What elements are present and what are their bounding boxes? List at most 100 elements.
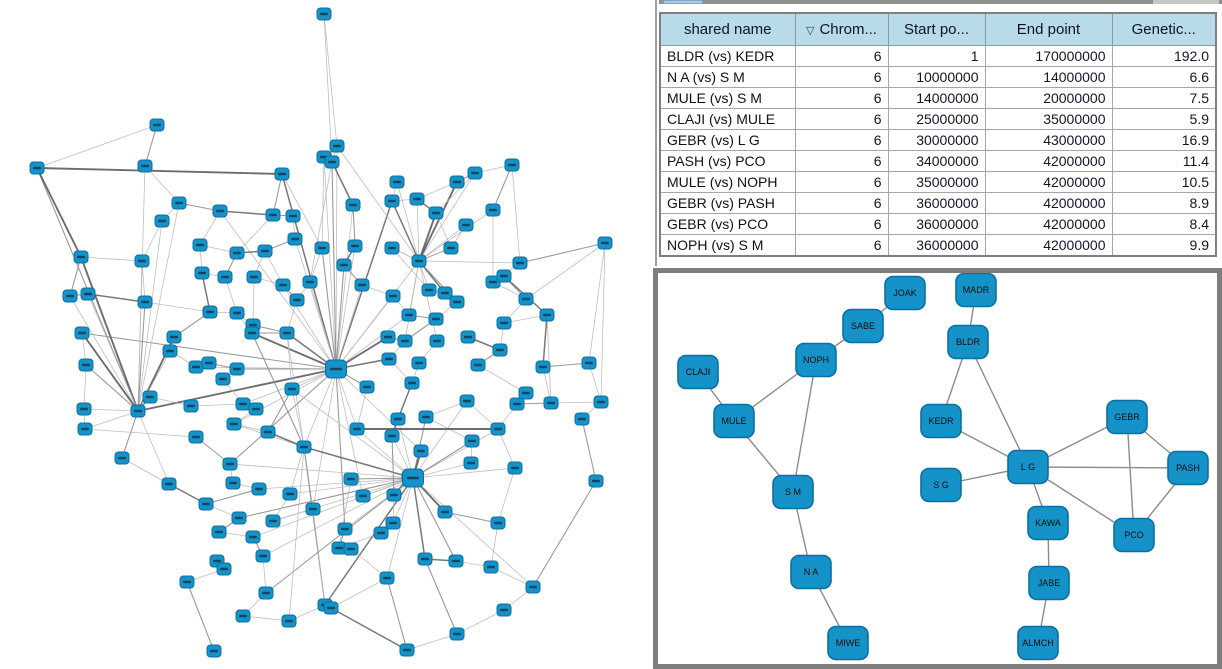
network-node[interactable] <box>217 270 233 284</box>
network-node[interactable] <box>581 356 597 370</box>
subnetwork-node-bldr[interactable]: BLDR <box>947 324 989 360</box>
network-node[interactable] <box>183 399 199 413</box>
network-node[interactable] <box>251 482 267 496</box>
subnetwork-node-jabe[interactable]: JABE <box>1028 565 1070 601</box>
network-node[interactable] <box>78 358 94 372</box>
network-node[interactable] <box>137 295 153 309</box>
network-node[interactable] <box>345 198 361 212</box>
subnetwork-node-sabe[interactable]: SABE <box>842 308 884 344</box>
network-node[interactable] <box>449 627 465 641</box>
subnetwork-node-gebr[interactable]: GEBR <box>1106 399 1148 435</box>
network-node[interactable] <box>201 356 217 370</box>
network-node[interactable] <box>449 295 465 309</box>
network-node[interactable] <box>402 468 424 488</box>
network-node[interactable] <box>154 214 170 228</box>
network-node[interactable] <box>417 552 433 566</box>
network-node[interactable] <box>260 425 276 439</box>
table-scrollbar[interactable] <box>659 0 1222 4</box>
network-node[interactable] <box>496 316 512 330</box>
network-node[interactable] <box>459 394 475 408</box>
network-node[interactable] <box>257 244 273 258</box>
network-node[interactable] <box>597 236 613 250</box>
network-node[interactable] <box>543 396 559 410</box>
network-node[interactable] <box>275 278 291 292</box>
network-node[interactable] <box>404 376 420 390</box>
network-node[interactable] <box>347 239 363 253</box>
network-node[interactable] <box>323 601 339 615</box>
network-node[interactable] <box>206 644 222 658</box>
network-node[interactable] <box>443 241 459 255</box>
table-row[interactable]: GEBR (vs) PCO 6 36000000 42000000 8.4 <box>659 213 1217 235</box>
network-node[interactable] <box>413 444 429 458</box>
network-node[interactable] <box>492 343 508 357</box>
network-node[interactable] <box>496 269 512 283</box>
network-node[interactable] <box>483 560 499 574</box>
network-node[interactable] <box>593 395 609 409</box>
network-node[interactable] <box>386 488 402 502</box>
network-node[interactable] <box>401 308 417 322</box>
network-node[interactable] <box>384 429 400 443</box>
network-node[interactable] <box>355 489 371 503</box>
network-node[interactable] <box>287 232 303 246</box>
table-row[interactable]: N A (vs) S M 6 10000000 14000000 6.6 <box>659 66 1217 88</box>
network-node[interactable] <box>192 238 208 252</box>
table-row[interactable]: MULE (vs) S M 6 14000000 20000000 7.5 <box>659 87 1217 109</box>
network-node[interactable] <box>384 241 400 255</box>
network-node[interactable] <box>373 526 389 540</box>
network-node[interactable] <box>216 562 232 576</box>
network-node[interactable] <box>80 287 96 301</box>
network-node[interactable] <box>518 292 534 306</box>
network-node[interactable] <box>74 326 90 340</box>
subnetwork-node-kawa[interactable]: KAWA <box>1027 505 1069 541</box>
network-node[interactable] <box>343 472 359 486</box>
network-node[interactable] <box>463 456 479 470</box>
column-header-endpoint[interactable]: End point <box>984 12 1113 46</box>
network-node[interactable] <box>77 422 93 436</box>
network-node[interactable] <box>212 204 228 218</box>
network-node[interactable] <box>464 434 480 448</box>
network-node[interactable] <box>316 7 332 21</box>
network-node[interactable] <box>518 386 534 400</box>
network-node[interactable] <box>226 417 242 431</box>
table-row[interactable]: NOPH (vs) S M 6 36000000 42000000 9.9 <box>659 234 1217 257</box>
dense-network-canvas[interactable] <box>0 0 655 669</box>
network-node[interactable] <box>429 334 445 348</box>
network-node[interactable] <box>73 250 89 264</box>
network-node[interactable] <box>470 358 486 372</box>
network-node[interactable] <box>389 175 405 189</box>
scrollbar-thumb-icon[interactable] <box>663 0 703 4</box>
filter-icon[interactable]: ▽ <box>806 25 815 37</box>
network-node[interactable] <box>281 614 297 628</box>
network-node[interactable] <box>343 542 359 556</box>
network-node[interactable] <box>397 334 413 348</box>
network-node[interactable] <box>285 209 301 223</box>
subnetwork-node-claji[interactable]: CLAJI <box>677 354 719 390</box>
network-node[interactable] <box>390 412 406 426</box>
subnetwork-node-n-a[interactable]: N A <box>790 554 832 590</box>
network-node[interactable] <box>574 412 590 426</box>
main-network-panel[interactable] <box>0 0 655 669</box>
network-node[interactable] <box>76 402 92 416</box>
network-node[interactable] <box>229 246 245 260</box>
network-node[interactable] <box>296 440 312 454</box>
network-node[interactable] <box>512 256 528 270</box>
table-row[interactable]: BLDR (vs) KEDR 6 1 170000000 192.0 <box>659 45 1217 67</box>
subnetwork-node-s-m[interactable]: S M <box>772 474 814 510</box>
network-node[interactable] <box>211 525 227 539</box>
network-node[interactable] <box>490 516 506 530</box>
network-node[interactable] <box>421 283 437 297</box>
network-node[interactable] <box>485 275 501 289</box>
network-node[interactable] <box>385 516 401 530</box>
scrollbar-segment[interactable] <box>1153 0 1219 4</box>
column-header-startpo[interactable]: Start po... <box>887 12 986 46</box>
network-node[interactable] <box>188 360 204 374</box>
network-node[interactable] <box>246 270 262 284</box>
network-node[interactable] <box>62 289 78 303</box>
network-node[interactable] <box>458 218 474 232</box>
table-row[interactable]: MULE (vs) NOPH 6 35000000 42000000 10.5 <box>659 171 1217 193</box>
network-node[interactable] <box>130 404 146 418</box>
network-node[interactable] <box>244 326 260 340</box>
network-node[interactable] <box>485 203 501 217</box>
network-node[interactable] <box>384 194 400 208</box>
network-node[interactable] <box>229 306 245 320</box>
